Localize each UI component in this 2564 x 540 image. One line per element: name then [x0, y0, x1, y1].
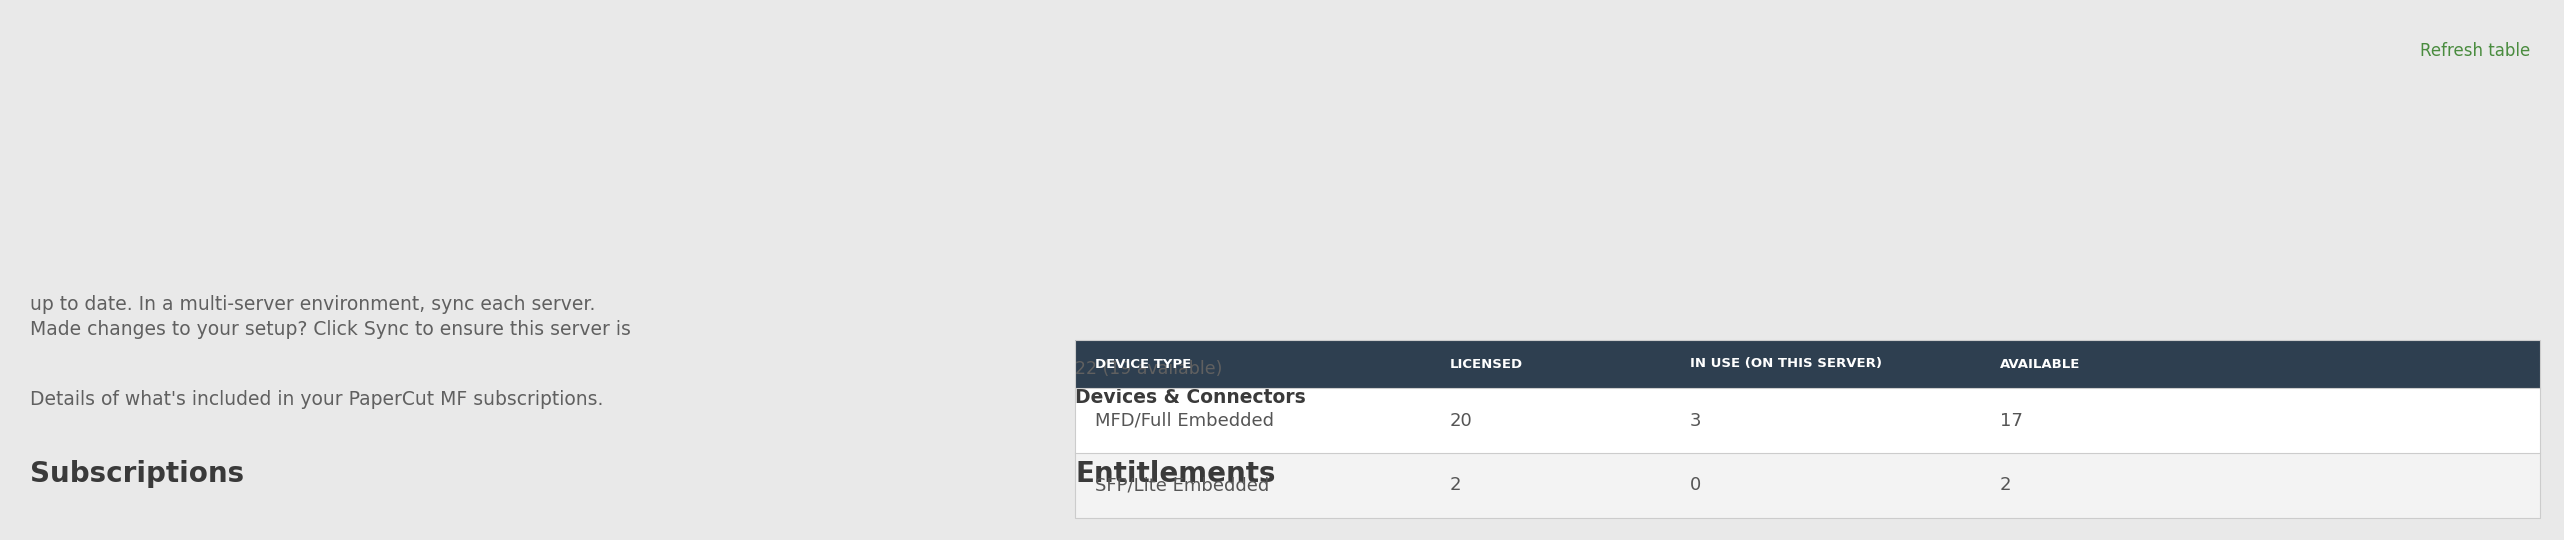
Text: MFD/Full Embedded: MFD/Full Embedded — [1095, 411, 1274, 429]
Text: Details of what's included in your PaperCut MF subscriptions.: Details of what's included in your Paper… — [31, 390, 603, 409]
Text: 0: 0 — [1690, 476, 1702, 495]
Bar — [1074, 340, 2541, 388]
Bar — [1074, 340, 2541, 518]
Text: IN USE (ON THIS SERVER): IN USE (ON THIS SERVER) — [1690, 357, 1882, 370]
Text: 17: 17 — [2000, 411, 2023, 429]
Text: up to date. In a multi-server environment, sync each server.: up to date. In a multi-server environmen… — [31, 295, 595, 314]
Text: LICENSED: LICENSED — [1451, 357, 1523, 370]
Text: 20: 20 — [1451, 411, 1472, 429]
Bar — [1074, 453, 2541, 518]
Text: 2: 2 — [2000, 476, 2013, 495]
Text: AVAILABLE: AVAILABLE — [2000, 357, 2079, 370]
Text: Refresh table: Refresh table — [2420, 42, 2531, 60]
Text: DEVICE TYPE: DEVICE TYPE — [1095, 357, 1192, 370]
Text: Made changes to your setup? Click Sync to ensure this server is: Made changes to your setup? Click Sync t… — [31, 320, 631, 339]
Text: SFP/Lite Embedded: SFP/Lite Embedded — [1095, 476, 1269, 495]
Text: 22 (19 available): 22 (19 available) — [1074, 360, 1223, 378]
Text: 2: 2 — [1451, 476, 1461, 495]
Text: Devices & Connectors: Devices & Connectors — [1074, 388, 1305, 407]
Text: Subscriptions: Subscriptions — [31, 460, 244, 488]
Text: 3: 3 — [1690, 411, 1702, 429]
Text: Entitlements: Entitlements — [1074, 460, 1274, 488]
Bar — [1074, 388, 2541, 453]
